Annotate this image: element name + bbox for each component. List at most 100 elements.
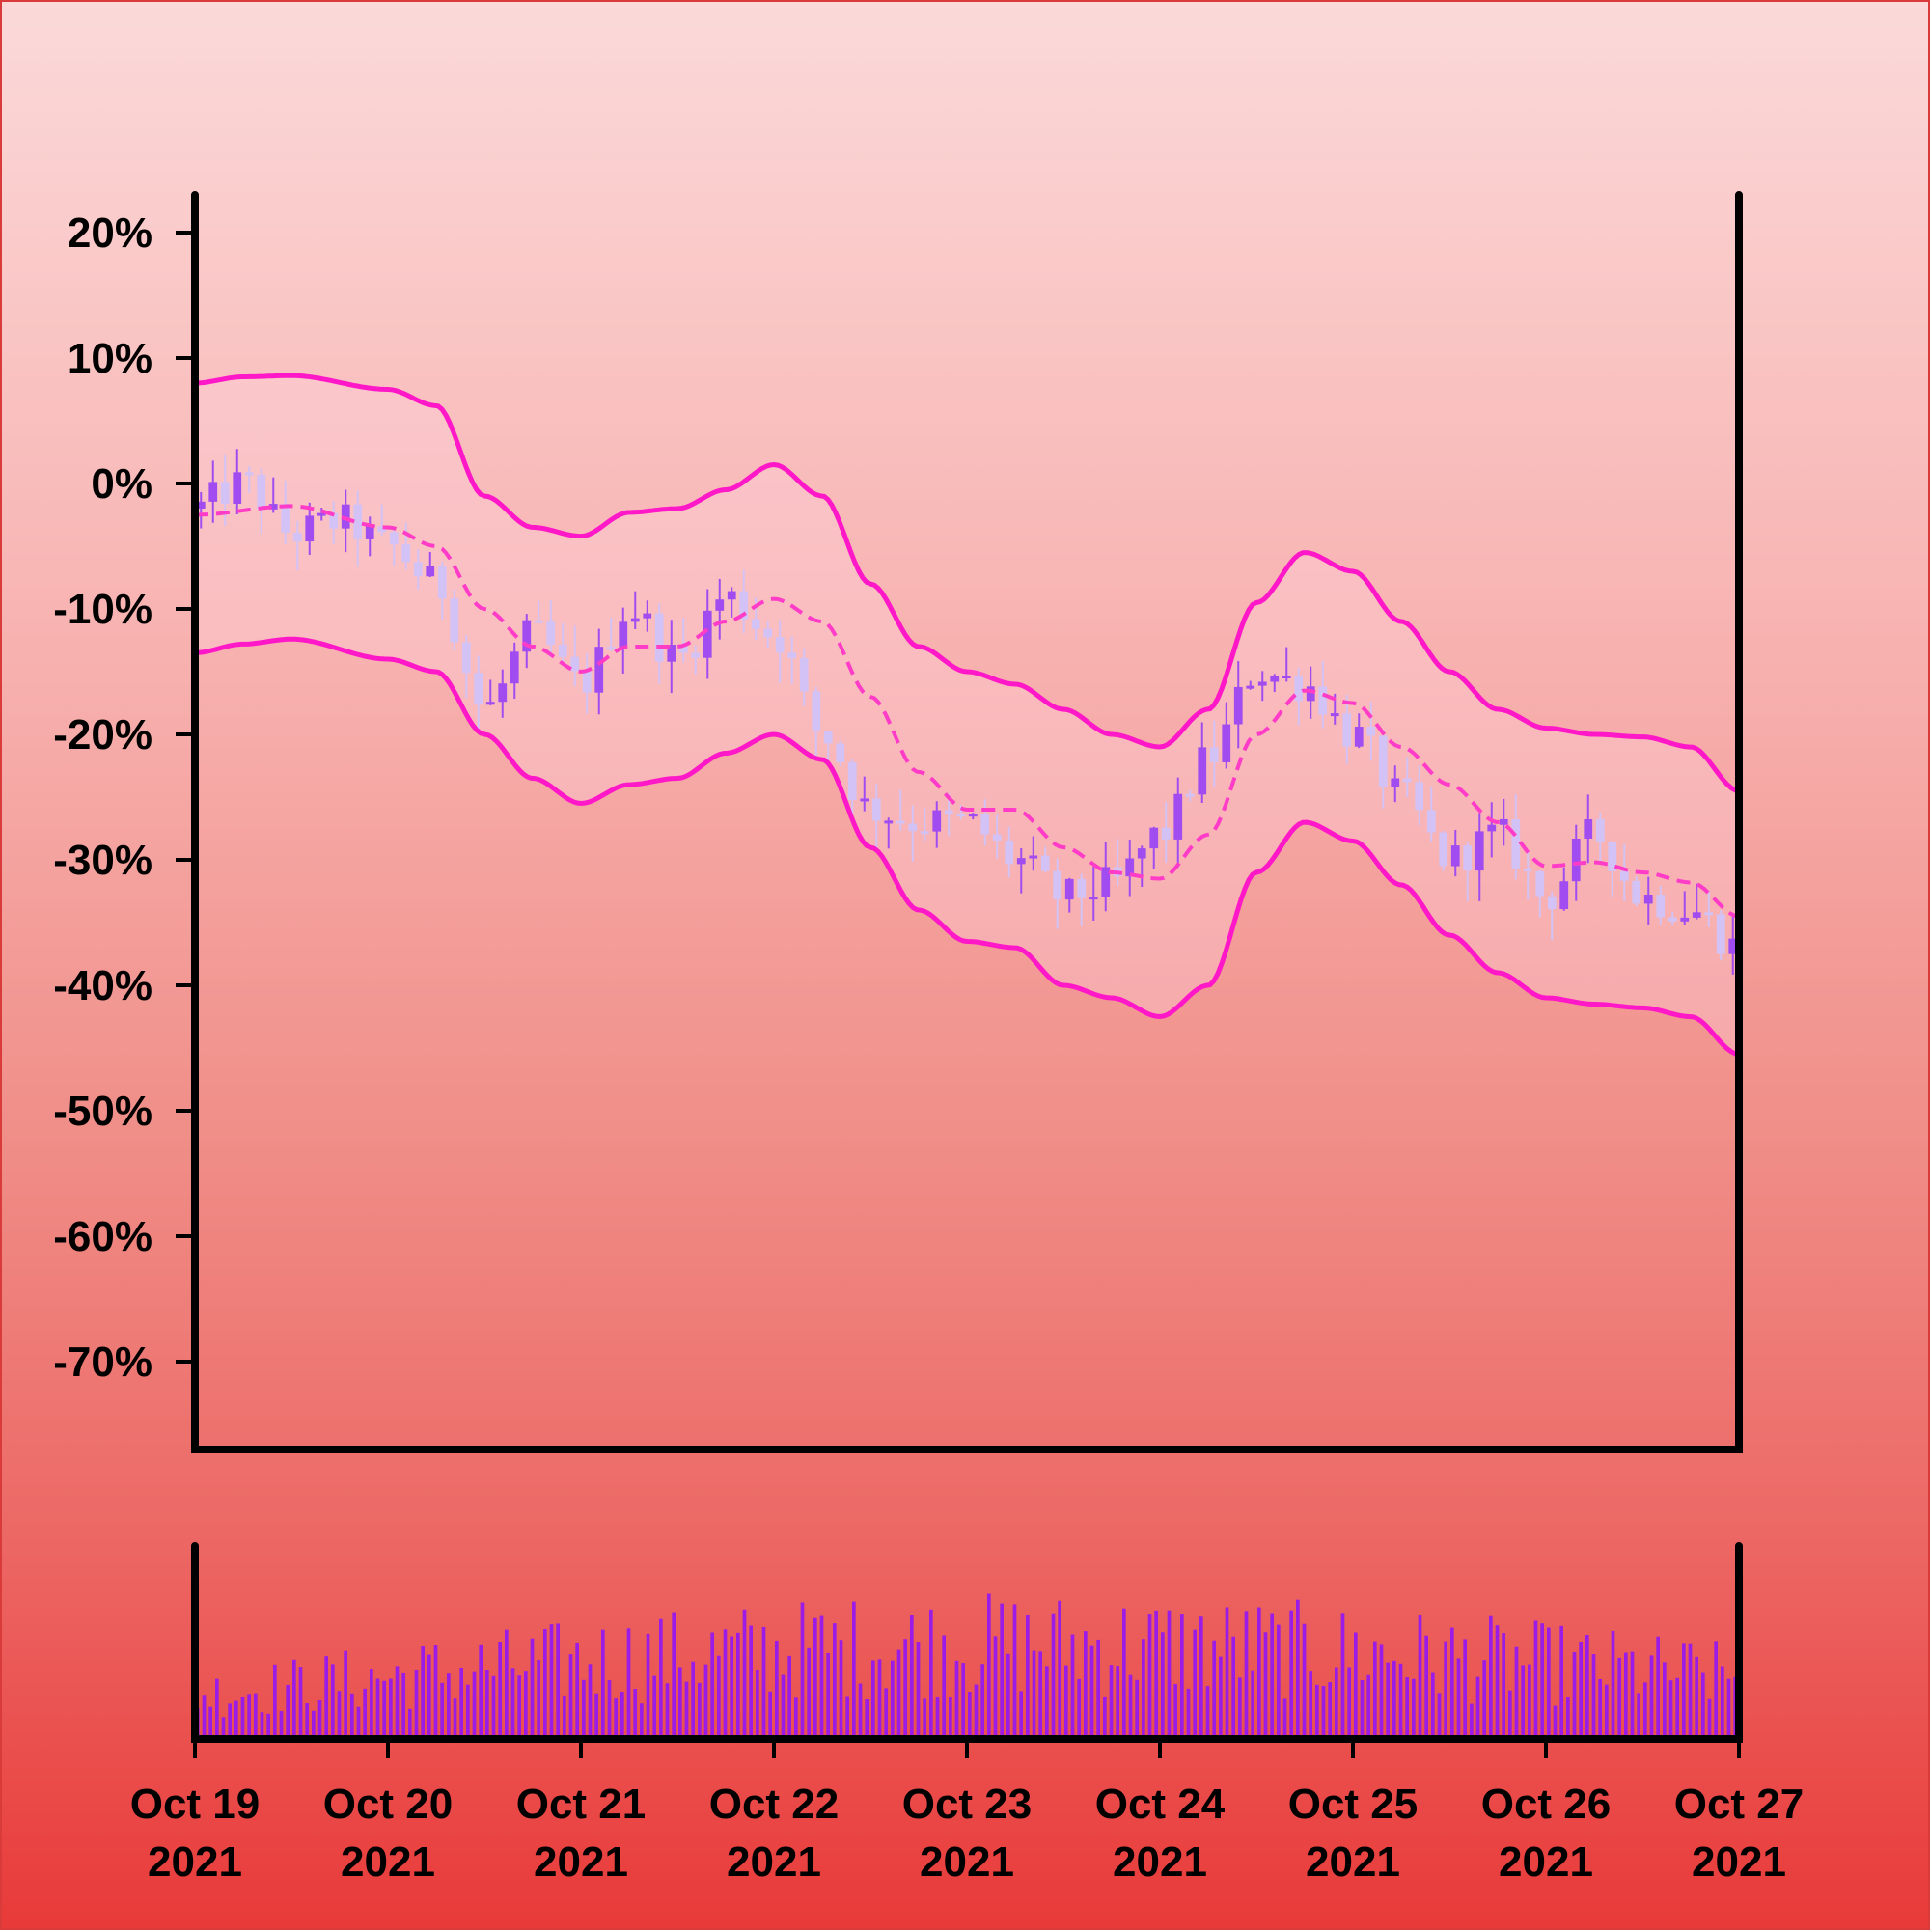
candle-body <box>244 472 254 476</box>
candle-body <box>739 591 749 620</box>
volume-bar <box>1116 1666 1119 1735</box>
volume-bar <box>626 1628 631 1735</box>
candlesticks <box>196 449 1738 975</box>
candle <box>305 502 315 555</box>
volume-bar <box>775 1640 779 1735</box>
volume-bar <box>1328 1682 1332 1735</box>
volume-bar <box>691 1661 695 1735</box>
candle <box>1608 841 1617 898</box>
candle-body <box>1450 845 1460 867</box>
volume-bar <box>292 1659 296 1735</box>
volume-bar <box>987 1593 991 1735</box>
candle <box>980 799 990 846</box>
volume-bar <box>1366 1674 1370 1735</box>
volume-bar <box>1051 1613 1056 1735</box>
candle-body <box>317 512 326 516</box>
candle <box>1547 891 1557 941</box>
candle-body <box>1294 676 1304 702</box>
volume-bar <box>1096 1639 1100 1735</box>
volume-bar <box>896 1649 901 1735</box>
candle <box>1077 873 1087 926</box>
candle-body <box>1342 713 1352 747</box>
volume-bar <box>324 1656 328 1735</box>
volume-bar <box>1064 1665 1068 1735</box>
x-tick-label-year: 2021 <box>727 1838 821 1886</box>
volume-bar <box>742 1609 747 1735</box>
candle-body <box>823 731 833 744</box>
candle <box>1161 801 1171 863</box>
volume-bar <box>1103 1696 1107 1735</box>
y-tick-label: 0% <box>91 460 152 508</box>
candle-body <box>1415 782 1424 811</box>
candle-body <box>208 482 218 502</box>
volume-bar <box>510 1668 515 1735</box>
volume-bar <box>588 1664 593 1735</box>
candle <box>1499 798 1508 846</box>
candle <box>1439 830 1448 871</box>
candle-body <box>1402 778 1412 783</box>
volume-bar <box>858 1683 863 1735</box>
volume-bar <box>1559 1625 1563 1735</box>
volume-bar <box>1019 1691 1023 1735</box>
candle-body <box>630 618 640 622</box>
volume-bar <box>949 1697 952 1735</box>
candle <box>630 591 640 629</box>
candle <box>1342 695 1352 764</box>
indicator-lines <box>194 373 1740 1057</box>
volume-bar <box>1386 1662 1390 1735</box>
volume-bar <box>768 1691 772 1735</box>
candle-body <box>1559 881 1569 910</box>
volume-bar <box>923 1698 926 1735</box>
volume-bar <box>884 1688 888 1735</box>
candle <box>896 789 905 831</box>
candle-body <box>1257 681 1267 686</box>
volume-bar <box>723 1629 728 1735</box>
volume-bar <box>730 1636 733 1735</box>
volume-bar <box>1296 1599 1300 1735</box>
volume-bar <box>433 1645 438 1735</box>
volume-bar <box>865 1699 868 1735</box>
candle <box>606 617 616 651</box>
candle <box>1619 843 1629 901</box>
volume-bar <box>1489 1615 1493 1735</box>
volume-bar <box>1688 1643 1693 1735</box>
candle <box>1475 813 1484 901</box>
candle-body <box>461 642 471 674</box>
candle <box>244 466 254 493</box>
candle <box>799 648 809 706</box>
candle-body <box>944 810 953 814</box>
volume-bar <box>1566 1697 1570 1735</box>
y-tick-label: 10% <box>68 335 152 382</box>
volume-bar <box>1591 1654 1596 1735</box>
volume-bar <box>1309 1671 1312 1735</box>
volume-bar <box>240 1697 245 1735</box>
y-tick-label: -20% <box>53 711 152 759</box>
volume-bar <box>1572 1652 1577 1735</box>
volume-bar <box>1058 1600 1062 1735</box>
volume-bar <box>1006 1653 1010 1735</box>
candle <box>775 620 785 683</box>
volume-bar <box>1605 1684 1609 1735</box>
candle <box>1728 912 1738 975</box>
volume-bar <box>453 1698 457 1735</box>
volume-bar <box>1656 1636 1660 1735</box>
candle-body <box>667 645 676 662</box>
candle-body <box>1426 810 1436 833</box>
volume-bar <box>427 1654 431 1735</box>
candle-body <box>1282 676 1291 679</box>
candle <box>461 635 471 699</box>
candle <box>534 600 543 623</box>
candle-body <box>1149 827 1159 849</box>
candle <box>1632 875 1641 907</box>
volume-bar <box>710 1632 714 1735</box>
volume-bar <box>537 1660 540 1735</box>
volume-bar <box>1547 1627 1551 1735</box>
volume-bar <box>614 1698 618 1735</box>
candle <box>691 645 701 675</box>
candle <box>208 460 218 523</box>
candle-body <box>1125 858 1135 877</box>
x-tick-label-year: 2021 <box>341 1838 435 1886</box>
volume-bar <box>1514 1646 1519 1735</box>
candle-body <box>1209 747 1219 762</box>
candle <box>1402 757 1412 797</box>
